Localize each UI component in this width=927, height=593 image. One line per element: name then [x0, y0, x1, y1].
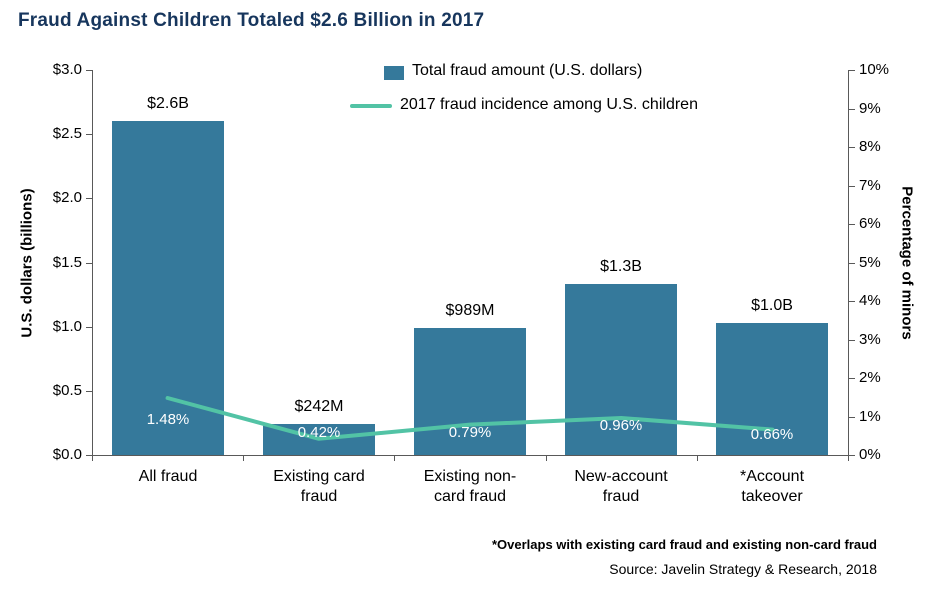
left-axis-tick-label: $2.5 — [52, 125, 82, 142]
line-value-label: 0.66% — [750, 426, 794, 443]
right-axis-tick-label: 8% — [859, 138, 881, 155]
legend-bar-label: Total fraud amount (U.S. dollars) — [412, 62, 643, 79]
left-axis-tick-label: $1.5 — [52, 254, 82, 271]
left-axis-tick — [86, 198, 92, 199]
right-axis-line — [848, 70, 849, 455]
x-axis-tick — [92, 455, 93, 461]
right-axis-tick-label: 1% — [859, 408, 881, 425]
right-axis-tick — [849, 186, 855, 187]
line-value-label: 1.48% — [146, 411, 190, 428]
right-axis-tick-label: 0% — [859, 446, 881, 463]
right-axis-tick-label: 3% — [859, 331, 881, 348]
chart-title: Fraud Against Children Totaled $2.6 Bill… — [18, 10, 485, 31]
line-value-label: 0.42% — [297, 424, 341, 441]
bar — [112, 121, 224, 455]
right-axis-tick-label: 2% — [859, 369, 881, 386]
right-axis-tick — [849, 70, 855, 71]
left-axis-tick-label: $2.0 — [52, 189, 82, 206]
bar-value-label: $242M — [294, 398, 344, 415]
right-axis-tick — [849, 417, 855, 418]
x-axis-tick — [848, 455, 849, 461]
right-axis-tick-label: 4% — [859, 292, 881, 309]
bar-value-label: $2.6B — [147, 95, 189, 112]
right-axis-tick-label: 10% — [859, 61, 890, 78]
source-credit: Source: Javelin Strategy & Research, 201… — [609, 561, 877, 577]
right-axis-tick — [849, 224, 855, 225]
category-label: *Account takeover — [739, 468, 805, 505]
x-axis-tick — [394, 455, 395, 461]
right-axis-tick — [849, 340, 855, 341]
category-label: All fraud — [138, 468, 198, 485]
line-value-label: 0.96% — [599, 417, 643, 434]
left-axis-tick — [86, 327, 92, 328]
bar-value-label: $989M — [445, 302, 495, 319]
left-axis-tick — [86, 263, 92, 264]
right-axis-tick-label: 7% — [859, 177, 881, 194]
x-axis-tick — [546, 455, 547, 461]
legend-line-swatch-icon — [350, 104, 392, 108]
right-axis-tick-label: 9% — [859, 100, 881, 117]
x-axis-tick — [243, 455, 244, 461]
legend-line-label: 2017 fraud incidence among U.S. children — [400, 96, 698, 113]
category-label: Existing non-card fraud — [423, 468, 517, 505]
x-axis-tick — [697, 455, 698, 461]
right-axis-tick — [849, 301, 855, 302]
left-axis-tick — [86, 70, 92, 71]
right-axis-tick — [849, 263, 855, 264]
footnote: *Overlaps with existing card fraud and e… — [491, 537, 877, 552]
left-axis-tick-label: $3.0 — [52, 61, 82, 78]
left-axis-tick-label: $0.5 — [52, 382, 82, 399]
right-axis-tick-label: 6% — [859, 215, 881, 232]
right-axis-tick — [849, 378, 855, 379]
bar-value-label: $1.0B — [751, 297, 793, 314]
legend-bar-swatch-icon — [384, 66, 404, 80]
left-axis-tick — [86, 391, 92, 392]
bar-value-label: $1.3B — [600, 258, 642, 275]
line-value-label: 0.79% — [448, 424, 492, 441]
left-axis-line — [92, 70, 93, 455]
category-label: New-account fraud — [574, 468, 668, 505]
left-axis-tick-label: $1.0 — [52, 318, 82, 335]
right-axis-tick — [849, 455, 855, 456]
right-axis-tick — [849, 109, 855, 110]
category-label: Existing card fraud — [273, 468, 365, 505]
left-axis-tick-label: $0.0 — [52, 446, 82, 463]
left-axis-tick — [86, 455, 92, 456]
right-axis-tick-label: 5% — [859, 254, 881, 271]
left-axis-tick — [86, 134, 92, 135]
x-axis-line — [92, 455, 849, 456]
right-axis-tick — [849, 147, 855, 148]
